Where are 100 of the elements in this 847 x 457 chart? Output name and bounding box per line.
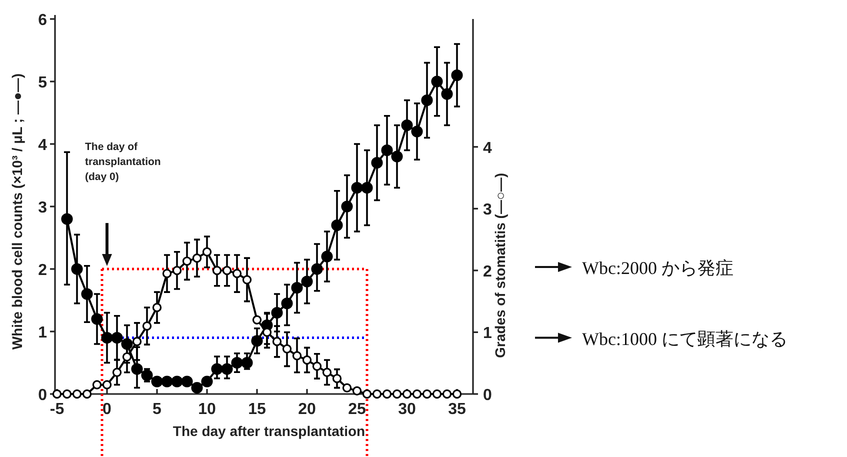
point — [241, 356, 253, 369]
point — [341, 200, 353, 212]
point — [402, 389, 412, 399]
point — [152, 302, 162, 312]
point — [421, 94, 433, 106]
point — [452, 389, 462, 399]
point — [101, 332, 113, 344]
point — [182, 256, 192, 266]
point — [171, 376, 183, 388]
point — [362, 389, 372, 399]
y-tick-label: 3 — [38, 200, 48, 216]
point — [382, 389, 392, 399]
point — [132, 336, 142, 346]
point — [142, 321, 152, 331]
point — [202, 247, 212, 257]
point — [311, 263, 323, 275]
y2-tick-label: 2 — [483, 263, 492, 280]
annotation: The day of transplantation (day 0) — [85, 141, 161, 183]
point — [262, 328, 272, 337]
point — [302, 355, 312, 365]
point — [381, 144, 393, 156]
point — [352, 386, 362, 396]
point — [181, 376, 193, 388]
y2-tick-label: 3 — [483, 202, 492, 219]
y2-tick-label: 4 — [483, 140, 492, 157]
point — [401, 119, 413, 132]
point — [272, 336, 282, 346]
point — [252, 315, 262, 324]
point — [111, 332, 123, 344]
point — [91, 313, 103, 325]
point — [371, 156, 383, 169]
point — [451, 69, 463, 82]
y-tick-label: 0 — [38, 387, 48, 404]
point — [361, 182, 373, 194]
point — [112, 368, 122, 377]
x-tick-label: 15 — [248, 401, 266, 418]
point — [411, 126, 423, 138]
point — [431, 76, 443, 88]
x-tick-label: 20 — [298, 401, 316, 418]
point — [81, 288, 93, 300]
point — [392, 389, 402, 399]
point — [122, 352, 132, 362]
point — [162, 268, 172, 278]
point — [442, 389, 452, 399]
point — [62, 389, 72, 399]
point — [251, 335, 263, 347]
point — [232, 268, 242, 278]
x-tick-label: 30 — [398, 401, 416, 418]
point — [211, 363, 223, 375]
point — [71, 263, 83, 275]
text: Wbc:1000 にて顕著になる — [582, 328, 788, 349]
point — [82, 389, 92, 399]
point — [292, 351, 302, 360]
point — [391, 150, 403, 162]
y-tick-label: 5 — [38, 74, 48, 92]
point — [372, 389, 382, 399]
point — [242, 275, 252, 284]
point — [301, 276, 313, 288]
point — [321, 250, 333, 262]
point — [322, 368, 332, 377]
text: Wbc:2000 から発症 — [582, 258, 734, 278]
y2-tick-label: 0 — [483, 387, 492, 404]
x-tick-label: -5 — [50, 401, 64, 418]
point — [332, 374, 342, 384]
point — [172, 266, 182, 276]
point — [331, 219, 343, 232]
point — [231, 356, 243, 369]
point — [131, 363, 143, 375]
x-tick-label: 25 — [348, 401, 366, 418]
point — [102, 380, 112, 390]
y-axis-title: White blood cell counts (×10³ / μL ; —●—) — [9, 73, 25, 350]
point — [291, 282, 303, 294]
point — [212, 266, 222, 276]
y-tick-label: 6 — [38, 12, 48, 29]
point — [271, 306, 283, 319]
y-tick-label: 1 — [38, 324, 48, 342]
y2-tick-label: 1 — [483, 325, 492, 342]
point — [422, 389, 432, 399]
point — [351, 182, 363, 194]
y-tick-label: 4 — [38, 137, 48, 154]
point — [192, 253, 202, 263]
x-tick-label: 10 — [198, 401, 216, 418]
point — [221, 363, 233, 375]
point — [61, 213, 73, 225]
x-tick-label: 5 — [152, 401, 162, 418]
point — [281, 298, 293, 310]
y2-axis-title: Grades of stomatitis (—○—) — [492, 172, 508, 358]
point — [282, 344, 292, 354]
point — [72, 389, 82, 399]
point — [161, 376, 173, 388]
x-axis-title: The day after transplantation — [172, 423, 366, 439]
x-tick-label: 35 — [448, 401, 466, 418]
x-tick-label: 0 — [102, 401, 112, 418]
point — [441, 88, 453, 100]
point — [222, 266, 232, 276]
point — [432, 389, 442, 399]
point — [342, 383, 352, 392]
y-tick-label: 2 — [38, 262, 48, 279]
point — [412, 389, 422, 399]
point — [92, 380, 102, 390]
